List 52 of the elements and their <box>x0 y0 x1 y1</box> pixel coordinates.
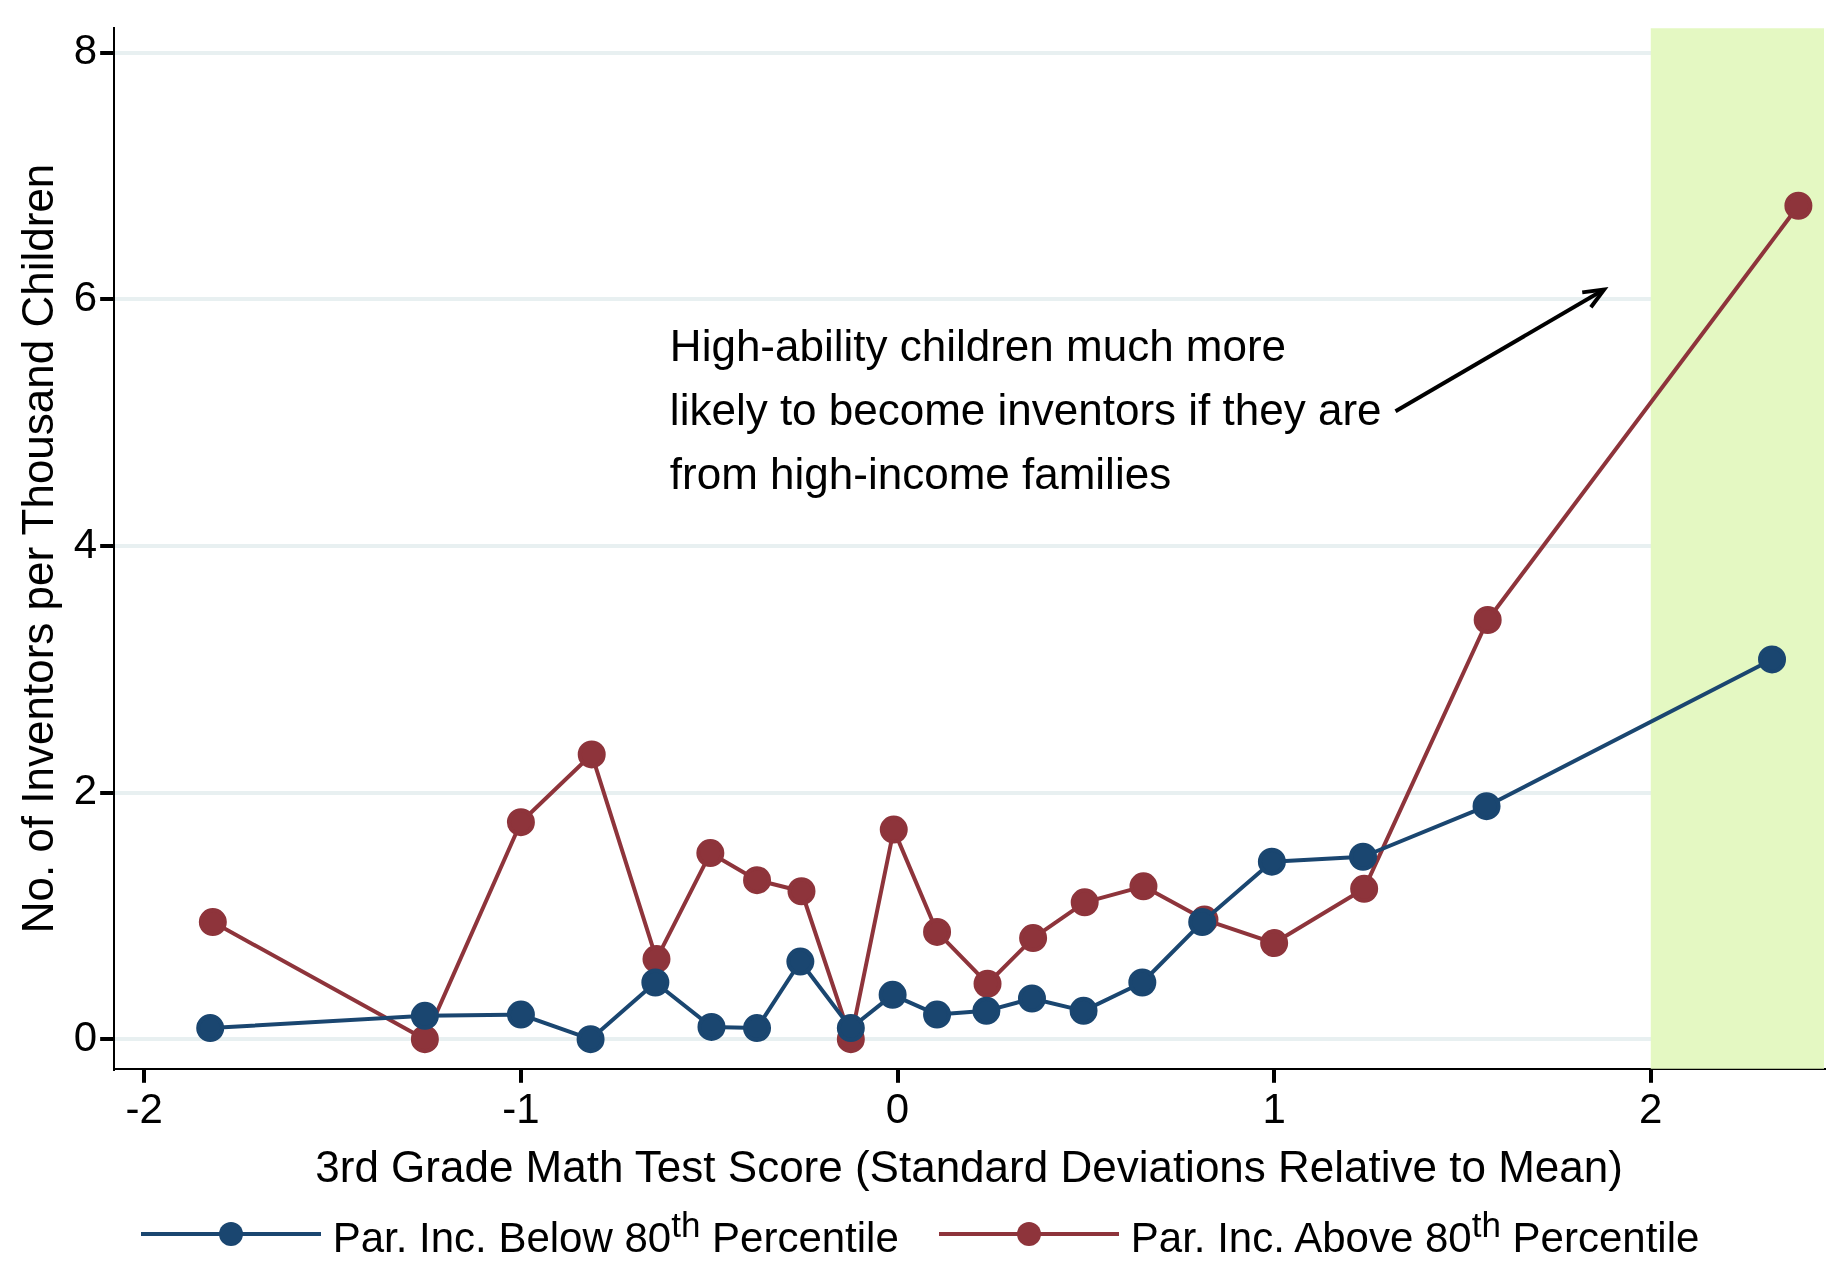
point <box>1070 888 1099 917</box>
y-tick-label: 2 <box>73 766 98 814</box>
point <box>1758 645 1787 674</box>
point <box>642 945 671 974</box>
point <box>1473 606 1502 635</box>
point <box>1129 872 1158 901</box>
point <box>410 1001 439 1030</box>
y-tick-label: 8 <box>73 26 98 74</box>
point <box>577 740 606 769</box>
y-axis-title: No. of Inventors per Thousand Children <box>12 163 62 934</box>
point <box>1784 191 1813 220</box>
y-tick-label: 6 <box>73 273 98 321</box>
point <box>576 1025 605 1054</box>
x-tick-label: 0 <box>885 1084 910 1132</box>
point <box>787 877 816 906</box>
point <box>743 866 772 895</box>
point <box>1257 847 1286 876</box>
point <box>696 839 725 868</box>
point <box>923 1000 952 1029</box>
point <box>697 1012 726 1041</box>
y-tick-label: 4 <box>73 519 98 567</box>
legend-label: Par. Inc. Above 80$^{th}$ Percentile <box>1130 1205 1700 1262</box>
point <box>1019 924 1048 953</box>
point <box>836 1014 865 1043</box>
point <box>1069 996 1098 1025</box>
point <box>786 947 815 976</box>
point <box>1350 874 1379 903</box>
legend-label: Par. Inc. Below 80$^{th}$ Percentile <box>332 1205 899 1262</box>
point <box>1472 792 1501 821</box>
point <box>196 1014 225 1043</box>
point <box>743 1014 772 1043</box>
point <box>1349 842 1378 871</box>
point <box>1128 968 1157 997</box>
point <box>973 969 1002 998</box>
x-tick-label: 1 <box>1262 1084 1286 1132</box>
point <box>198 908 227 937</box>
y-tick-label: 0 <box>73 1012 98 1060</box>
x-axis-title: 3rd Grade Math Test Score (Standard Deviations Relative to Mean) <box>315 1141 1623 1191</box>
x-tick-label: -2 <box>125 1084 163 1132</box>
x-tick-label: -1 <box>502 1084 540 1132</box>
x-tick-label: 2 <box>1639 1084 1663 1132</box>
annotation: High-ability children much more likely to become inventors if they are from high-income families <box>669 321 1382 499</box>
point <box>506 808 535 837</box>
point <box>878 980 907 1009</box>
point <box>641 968 670 997</box>
point <box>410 1025 439 1054</box>
point <box>506 1000 535 1029</box>
point <box>1017 984 1046 1013</box>
point <box>1260 929 1289 958</box>
point <box>923 917 952 946</box>
point <box>972 996 1001 1025</box>
point <box>879 815 908 844</box>
